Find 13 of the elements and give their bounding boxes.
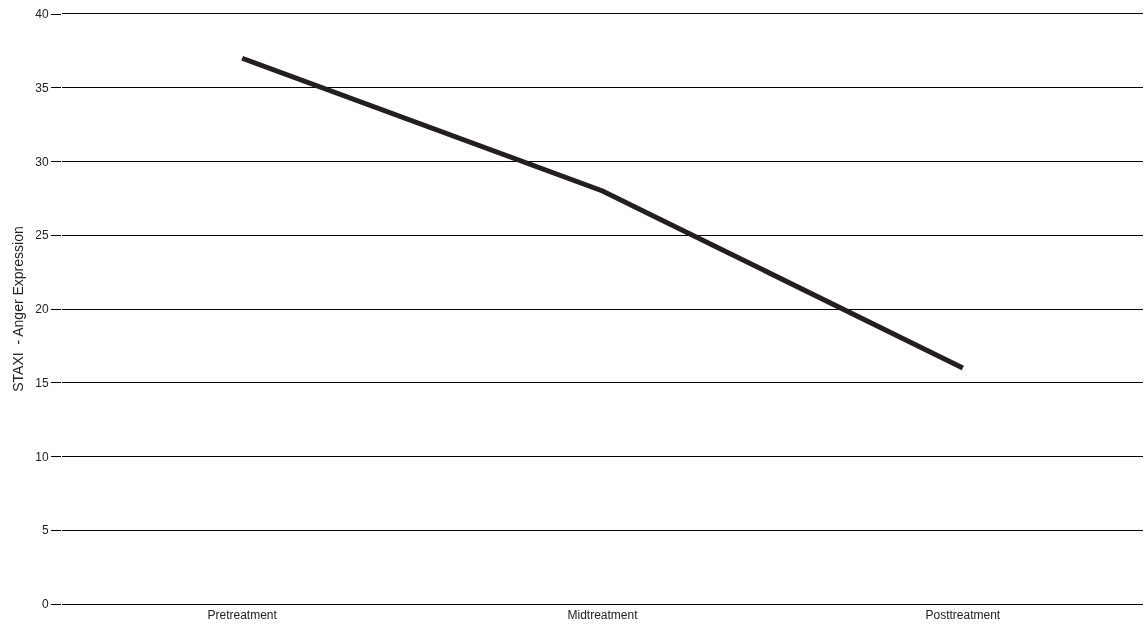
y-tick-label: 10 <box>35 449 49 464</box>
y-tick-label: 25 <box>35 228 49 243</box>
y-axis-title: STAXI - Anger Expression <box>9 226 26 392</box>
y-tick-label: 35 <box>35 80 49 95</box>
x-tick-label: Posttreatment <box>925 608 1001 623</box>
y-tick-label: 5 <box>41 523 49 538</box>
y-tick-label: 0 <box>41 597 49 612</box>
y-tick-label: 15 <box>35 375 49 390</box>
y-tick-label: 20 <box>35 302 49 317</box>
y-tick-label: 30 <box>35 154 49 169</box>
y-tick-label: 40 <box>35 7 49 22</box>
x-tick-label: Midtreatment <box>567 608 639 623</box>
x-tick-label: Pretreatment <box>207 608 278 623</box>
